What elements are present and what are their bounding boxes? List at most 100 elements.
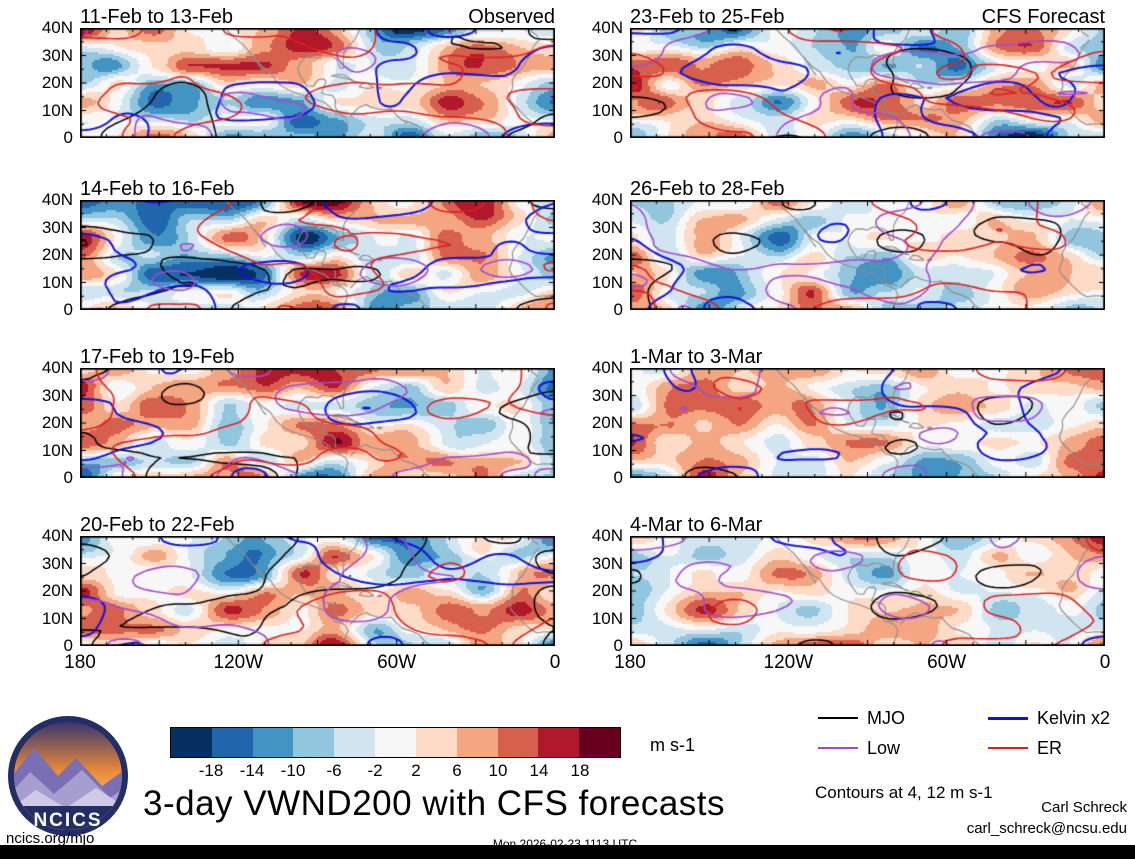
y-axis-labels: 40N 30N 20N 10N 0 (35, 191, 76, 319)
x-tick-label: 120W (763, 652, 814, 673)
y-axis-labels: 40N 30N 20N 10N 0 (585, 527, 626, 655)
y-tick-label: 30N (41, 385, 73, 405)
y-tick-label: 40N (41, 526, 73, 545)
bottom-bar (0, 845, 1135, 859)
y-tick-label: 20N (41, 413, 73, 432)
contour-note: Contours at 4, 12 m s-1 (815, 783, 993, 802)
y-axis-labels: 40N 30N 20N 10N 0 (585, 359, 626, 487)
y-tick-label: 30N (591, 45, 623, 65)
y-tick-label: 10N (41, 608, 73, 628)
y-axis-labels: 40N 30N 20N 10N 0 (35, 527, 76, 655)
legend-label-kelvin: Kelvin x2 (1037, 707, 1111, 728)
colorbar-tick-label: -6 (326, 761, 342, 780)
panel-title-row: 11-Feb to 13-Feb Observed (80, 4, 555, 28)
y-tick-label: 40N (591, 18, 623, 37)
y-tick-label: 10N (591, 100, 623, 120)
credit-name: Carl Schreck (1041, 799, 1127, 816)
legend-item-kelvin: Kelvin x2 (988, 708, 1110, 728)
y-tick-label: 20N (41, 581, 73, 600)
map-panel-obs-1: 11-Feb to 13-Feb Observed 40N 30N 20N 10N 0 (35, 4, 555, 147)
panel-title-row: 26-Feb to 28-Feb (630, 176, 1105, 200)
map-canvas (630, 368, 1105, 478)
y-tick-label: 30N (41, 217, 73, 237)
legend-label-low: Low (867, 737, 901, 758)
colorbar-segment (415, 728, 457, 757)
panel-title: 26-Feb to 28-Feb (630, 178, 785, 200)
y-tick-label: 10N (41, 440, 73, 460)
panel-title-row: 23-Feb to 25-Feb CFS Forecast (630, 4, 1105, 28)
panel-annotation: CFS Forecast (981, 6, 1105, 28)
y-axis-labels: 40N 30N 20N 10N 0 (585, 19, 626, 147)
colorbar-segment (579, 728, 620, 757)
y-tick-label: 0 (63, 128, 73, 147)
colorbar-tick-label: -18 (198, 761, 224, 780)
panel-title: 4-Mar to 6-Mar (630, 514, 763, 536)
colorbar-segment (497, 728, 539, 757)
y-tick-label: 0 (613, 468, 623, 487)
panel-annotation: Observed (468, 6, 555, 28)
y-tick-label: 0 (63, 468, 73, 487)
y-axis-labels: 40N 30N 20N 10N 0 (35, 359, 76, 487)
x-tick-label: 120W (213, 652, 264, 673)
y-tick-label: 30N (41, 553, 73, 573)
map-panel-fcst-3: 1-Mar to 3-Mar 40N 30N 20N 10N 0 (585, 344, 1105, 487)
colorbar-tick-label: 10 (488, 761, 508, 780)
site-url: ncics.org/mjo (6, 830, 95, 847)
y-tick-label: 20N (591, 413, 623, 432)
panel-title-row: 4-Mar to 6-Mar (630, 512, 1105, 536)
map-canvas (630, 200, 1105, 310)
map-canvas (80, 28, 555, 138)
colorbar-segment (211, 728, 253, 757)
ncics-logo: NCICS (8, 716, 128, 836)
panel-title: 14-Feb to 16-Feb (80, 178, 235, 200)
credit-email: carl_schreck@ncsu.edu (966, 820, 1127, 837)
colorbar-tick-labels: -18 -14 -10 -6 -2 2 6 10 14 18 (170, 761, 621, 781)
legend-item-er: ER (988, 738, 1062, 758)
y-tick-label: 20N (41, 245, 73, 264)
y-tick-label: 20N (591, 73, 623, 92)
x-tick-label: 180 (64, 652, 96, 673)
y-tick-label: 10N (591, 440, 623, 460)
y-tick-label: 10N (591, 608, 623, 628)
panel-title-row: 20-Feb to 22-Feb (80, 512, 555, 536)
y-tick-label: 10N (591, 272, 623, 292)
map-panel-fcst-2: 26-Feb to 28-Feb 40N 30N 20N 10N 0 (585, 176, 1105, 319)
colorbar-tick-label: -10 (280, 761, 306, 780)
y-axis-labels: 40N 30N 20N 10N 0 (35, 19, 76, 147)
map-panel-fcst-4: 4-Mar to 6-Mar 40N 30N 20N 10N 0 (585, 512, 1105, 655)
colorbar-tick-label: 18 (570, 761, 590, 780)
map-panel-obs-3: 17-Feb to 19-Feb 40N 30N 20N 10N 0 (35, 344, 555, 487)
y-tick-label: 40N (591, 358, 623, 377)
y-axis-labels: 40N 30N 20N 10N 0 (585, 191, 626, 319)
map-panel-obs-2: 14-Feb to 16-Feb 40N 30N 20N 10N 0 (35, 176, 555, 319)
legend-line-kelvin (988, 716, 1028, 720)
y-tick-label: 0 (613, 636, 623, 655)
legend-label-er: ER (1037, 737, 1063, 758)
logo-text: NCICS (33, 810, 102, 831)
colorbar-segment (375, 728, 416, 757)
y-tick-label: 40N (41, 18, 73, 37)
colorbar-tick-label: 14 (529, 761, 549, 780)
colorbar-segment (171, 728, 212, 757)
panel-title-row: 1-Mar to 3-Mar (630, 344, 1105, 368)
y-tick-label: 30N (591, 217, 623, 237)
map-canvas (630, 28, 1105, 138)
colorbar (170, 727, 621, 758)
map-canvas (630, 536, 1105, 646)
y-tick-label: 30N (591, 385, 623, 405)
y-tick-label: 20N (591, 245, 623, 264)
y-tick-label: 0 (63, 636, 73, 655)
y-tick-label: 10N (41, 100, 73, 120)
x-tick-label: 0 (1099, 652, 1111, 673)
colorbar-tick-label: -14 (239, 761, 265, 780)
y-tick-label: 10N (41, 272, 73, 292)
y-tick-label: 0 (613, 300, 623, 319)
colorbar-tick-label: 2 (411, 761, 421, 780)
map-panel-obs-4: 20-Feb to 22-Feb 40N 30N 20N 10N 0 (35, 512, 555, 655)
colorbar-tick-label: 6 (452, 761, 462, 780)
figure-title: 3-day VWND200 with CFS forecasts (143, 784, 726, 823)
colorbar-tick-label: -2 (367, 761, 383, 780)
panel-title: 1-Mar to 3-Mar (630, 346, 763, 368)
x-tick-label: 0 (549, 652, 561, 673)
map-canvas (80, 536, 555, 646)
